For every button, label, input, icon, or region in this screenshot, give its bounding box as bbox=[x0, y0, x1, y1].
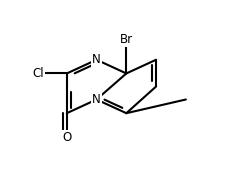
Text: Cl: Cl bbox=[32, 67, 43, 80]
Text: Br: Br bbox=[119, 33, 132, 46]
Text: O: O bbox=[62, 131, 71, 144]
Text: N: N bbox=[92, 53, 101, 66]
Text: N: N bbox=[92, 93, 101, 106]
